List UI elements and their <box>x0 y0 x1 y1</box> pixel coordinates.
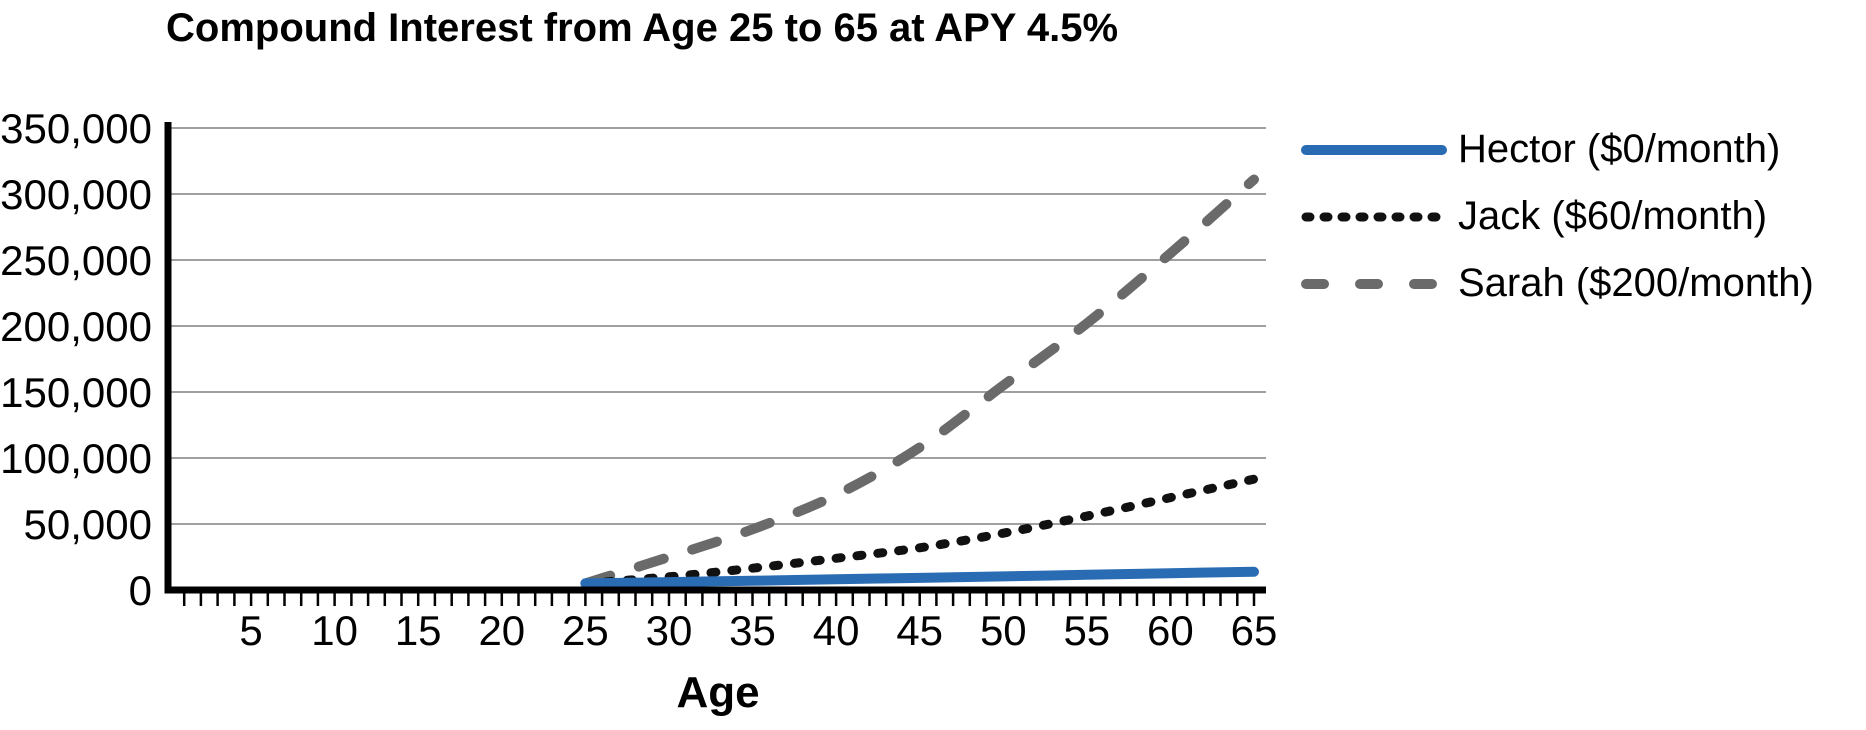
x-tick-label: 15 <box>395 607 442 654</box>
legend-item-hector: Hector ($0/month) <box>1300 116 1814 183</box>
legend-label-sarah: Sarah ($200/month) <box>1458 261 1814 305</box>
x-tick-marks <box>182 593 1256 606</box>
y-tick-label: 350,000 <box>0 105 152 152</box>
x-tick-label: 60 <box>1147 607 1194 654</box>
x-tick-label: 40 <box>813 607 860 654</box>
legend-label-jack: Jack ($60/month) <box>1458 194 1768 238</box>
x-tick-label: 30 <box>646 607 693 654</box>
legend-item-jack: Jack ($60/month) <box>1300 183 1814 250</box>
legend-label-hector: Hector ($0/month) <box>1458 127 1781 171</box>
x-tick-label: 25 <box>562 607 609 654</box>
legend-swatch-jack <box>1301 212 1447 221</box>
x-tick-label: 5 <box>239 607 262 654</box>
legend-swatch-hector <box>1301 144 1447 155</box>
y-tick-label: 250,000 <box>0 237 152 284</box>
y-tick-label: 100,000 <box>0 435 152 482</box>
chart-title: Compound Interest from Age 25 to 65 at A… <box>166 6 1119 50</box>
x-tick-label: 10 <box>311 607 358 654</box>
x-tick-label: 35 <box>729 607 776 654</box>
y-tick-label: 0 <box>129 567 152 614</box>
series-line-sarah <box>580 174 1259 589</box>
y-gridlines <box>168 127 1266 525</box>
x-tick-label: 50 <box>980 607 1027 654</box>
x-tick-label: 20 <box>478 607 525 654</box>
legend-item-sarah: Sarah ($200/month) <box>1300 250 1814 317</box>
y-tick-label: 200,000 <box>0 303 152 350</box>
x-axis-title: Age <box>676 668 760 717</box>
x-tick-label: 45 <box>896 607 943 654</box>
x-tick-label: 65 <box>1231 607 1278 654</box>
legend-swatch-sarah <box>1301 278 1447 289</box>
series-line-jack <box>580 474 1259 588</box>
x-tick-label: 55 <box>1063 607 1110 654</box>
x-tick-labels: 5 10 15 20 25 30 35 40 45 50 55 60 65 <box>239 607 1277 654</box>
y-tick-labels: 0 50,000 100,000 150,000 200,000 250,000 300,0… <box>0 105 152 614</box>
series-line-hector <box>580 566 1259 589</box>
y-tick-label: 50,000 <box>24 501 152 548</box>
legend: Hector ($0/month) Jack ($60/month) Sarah (… <box>1300 116 1814 317</box>
y-tick-label: 300,000 <box>0 171 152 218</box>
series-lines <box>580 174 1259 589</box>
y-tick-label: 150,000 <box>0 369 152 416</box>
